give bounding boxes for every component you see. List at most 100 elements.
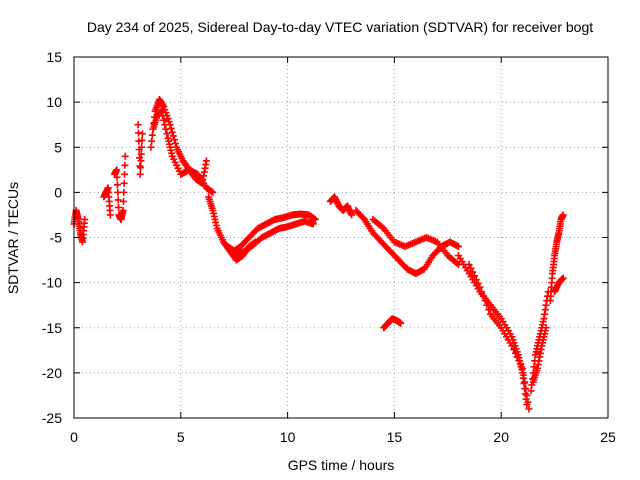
- y-tick-label: -20: [42, 365, 62, 381]
- data-point: [119, 206, 127, 214]
- y-tick-label: -10: [42, 275, 62, 291]
- data-point: [134, 121, 142, 129]
- data-point: [454, 243, 462, 251]
- data-point: [113, 181, 121, 189]
- data-point: [120, 179, 128, 187]
- data-point: [114, 196, 122, 204]
- x-axis-label: GPS time / hours: [288, 457, 395, 473]
- y-tick-label: 5: [54, 139, 62, 155]
- x-tick-label: 10: [280, 429, 296, 445]
- y-tick-label: -5: [50, 230, 63, 246]
- series-arc-isolated: [380, 315, 405, 332]
- data-point: [513, 353, 521, 361]
- data-point: [121, 152, 129, 160]
- data-point: [465, 261, 473, 269]
- data-point: [106, 211, 114, 219]
- x-tick-label: 25: [600, 429, 616, 445]
- data-point: [478, 288, 486, 296]
- data-point: [471, 272, 478, 280]
- series-arc-mid-band-lower: [232, 217, 317, 260]
- data-point: [121, 161, 129, 169]
- data-point: [508, 342, 516, 350]
- y-tick-label: 15: [46, 49, 62, 65]
- data-point: [138, 130, 146, 138]
- x-tick-label: 20: [493, 429, 509, 445]
- data-point: [521, 378, 529, 386]
- data-point: [469, 268, 477, 276]
- data-point: [137, 150, 145, 158]
- data-point: [114, 188, 122, 196]
- data-point: [510, 346, 518, 354]
- data-point: [309, 220, 317, 228]
- series-arc-descent: [205, 193, 260, 264]
- data-point: [120, 188, 128, 196]
- data-point: [136, 170, 144, 178]
- data-point: [158, 107, 166, 115]
- data-point: [476, 283, 484, 291]
- data-point: [113, 173, 121, 181]
- data-point: [137, 164, 145, 172]
- data-point: [171, 139, 179, 147]
- data-point: [311, 215, 319, 223]
- series-arc-afternoon-2: [369, 215, 462, 269]
- data-point: [169, 132, 177, 140]
- data-point: [138, 136, 146, 144]
- data-point: [467, 264, 475, 272]
- series-arc-late-2: [551, 274, 567, 296]
- x-tick-label: 0: [70, 429, 78, 445]
- data-point: [113, 166, 121, 174]
- series-arc-evening: [454, 252, 531, 408]
- x-tick-label: 5: [177, 429, 185, 445]
- axis-ticks: [73, 56, 609, 419]
- data-point: [115, 203, 122, 211]
- x-tick-labels: 0 5 10 15 20 25: [70, 429, 616, 445]
- y-tick-label: 0: [54, 184, 62, 200]
- data-point: [479, 292, 487, 300]
- data-point: [119, 197, 127, 205]
- series-arc-early-1: [70, 206, 89, 246]
- data-point: [559, 274, 567, 282]
- data-point: [542, 324, 550, 332]
- data-point: [520, 371, 528, 379]
- chart-title: Day 234 of 2025, Sidereal Day-to-day VTE…: [87, 19, 593, 35]
- data-point: [519, 364, 527, 372]
- data-point: [530, 363, 538, 371]
- data-point: [168, 128, 176, 136]
- data-points: [70, 95, 567, 413]
- series-arc-evening-2: [465, 261, 533, 413]
- data-point: [517, 361, 525, 369]
- data-point: [525, 405, 533, 413]
- data-point: [515, 357, 523, 365]
- data-point: [511, 349, 519, 357]
- data-point: [559, 211, 567, 219]
- data-point: [209, 188, 217, 196]
- data-point: [348, 211, 356, 219]
- y-axis-label: SDTVAR / TECUs: [5, 182, 21, 294]
- data-point: [137, 157, 145, 165]
- series-arc-noon: [326, 193, 356, 219]
- data-point: [359, 214, 367, 222]
- data-point: [161, 121, 169, 129]
- x-tick-label: 15: [387, 429, 403, 445]
- data-point: [485, 306, 493, 314]
- data-point: [483, 301, 491, 309]
- data-point: [527, 387, 535, 395]
- y-tick-label: -25: [42, 410, 62, 426]
- data-point: [170, 136, 178, 144]
- data-point: [523, 391, 531, 399]
- data-point: [481, 297, 489, 305]
- data-point: [148, 131, 156, 139]
- data-point: [148, 137, 156, 145]
- data-point: [522, 385, 530, 393]
- series-arc-early-2: [100, 184, 114, 219]
- series-arc-recovery-2: [529, 324, 550, 386]
- data-point: [162, 125, 170, 133]
- data-point: [160, 116, 168, 124]
- series-arc-afternoon: [352, 206, 462, 278]
- data-point: [138, 143, 146, 151]
- data-point: [121, 170, 129, 178]
- data-point: [163, 130, 171, 138]
- y-tick-labels: 15 10 5 0 -5 -10 -15 -20 -25: [42, 49, 62, 426]
- y-tick-label: 10: [46, 94, 62, 110]
